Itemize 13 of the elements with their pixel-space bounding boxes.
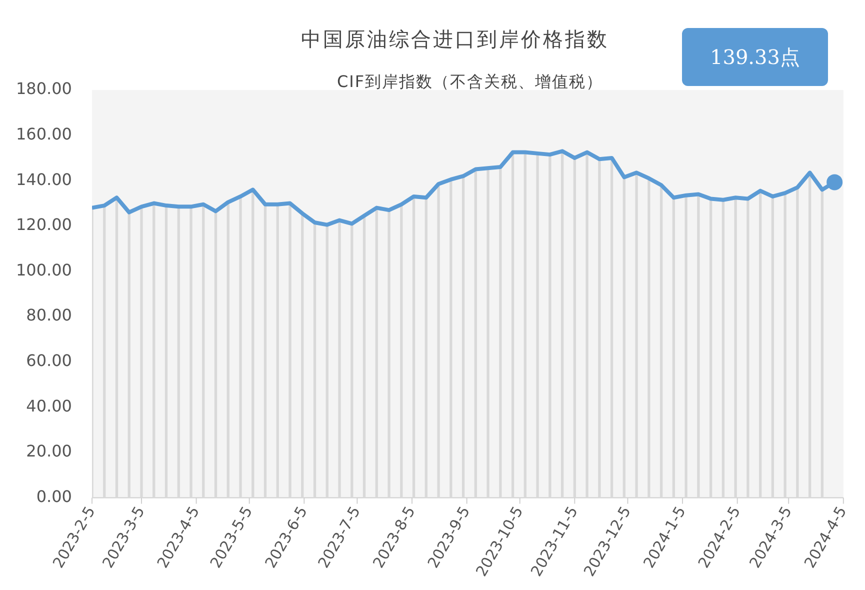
y-tick-label: 100.00	[16, 260, 72, 280]
text: 139.33点	[682, 28, 828, 86]
y-tick-label: 120.00	[16, 215, 72, 234]
y-tick-label: 140.00	[16, 170, 72, 189]
y-tick-label: 20.00	[26, 442, 72, 461]
y-tick-label: 160.00	[16, 124, 72, 144]
y-tick-label: 60.00	[26, 351, 72, 370]
y-tick-label: 40.00	[26, 396, 72, 416]
y-tick-label: 180.00	[16, 79, 72, 98]
y-tick-label: 80.00	[26, 306, 72, 325]
y-tick-label: 0.00	[36, 486, 72, 506]
chart-subtitle: CIF到岸指数（不含关税、增值税）	[336, 72, 604, 93]
chart-title: 中国原油综合进口到岸价格指数	[300, 26, 610, 53]
